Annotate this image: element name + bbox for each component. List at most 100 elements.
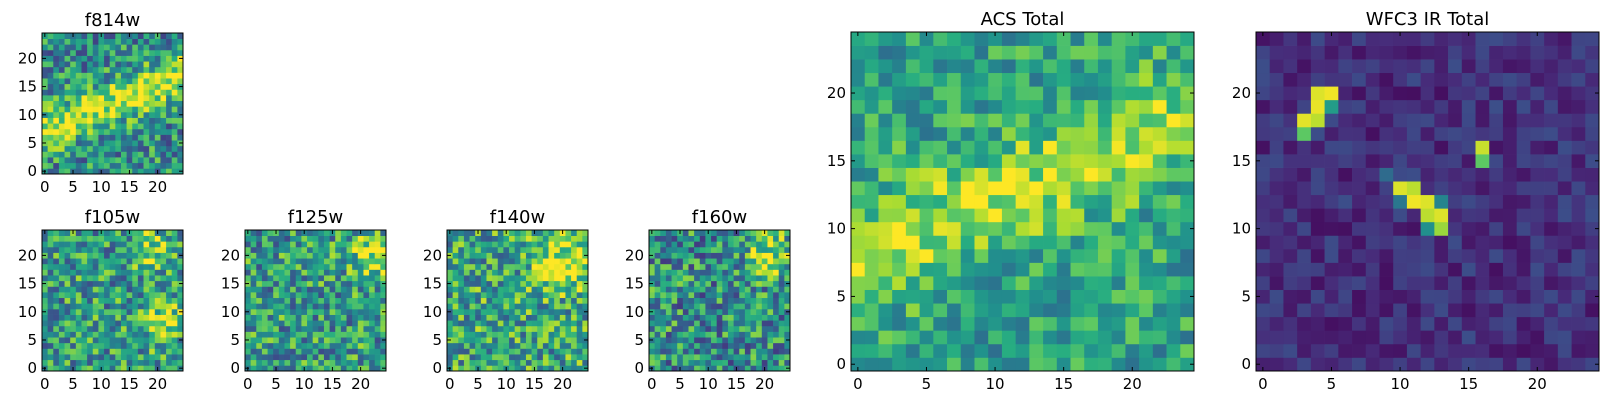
heatmap-cell xyxy=(64,230,71,236)
heatmap-cell xyxy=(98,337,105,344)
heatmap-cell xyxy=(960,316,975,331)
heatmap-cell xyxy=(542,308,549,315)
panel-title: f140w xyxy=(490,207,545,228)
heatmap-cell xyxy=(132,140,139,147)
heatmap-cell xyxy=(565,235,572,242)
heatmap-cell xyxy=(154,235,161,242)
heatmap-cell xyxy=(318,269,325,276)
heatmap-cell xyxy=(160,269,167,276)
heatmap-cell xyxy=(290,354,297,361)
heatmap-cell xyxy=(137,297,144,304)
heatmap-cell xyxy=(1420,59,1435,74)
heatmap-cell xyxy=(1084,303,1099,318)
heatmap-cell xyxy=(864,45,879,60)
heatmap-cell xyxy=(475,348,482,355)
heatmap-cell xyxy=(756,303,763,310)
heatmap-cell xyxy=(301,280,308,287)
heatmap-cell xyxy=(137,325,144,332)
heatmap-cell xyxy=(363,331,370,338)
heatmap-cell xyxy=(756,297,763,304)
heatmap-cell xyxy=(75,78,82,85)
heatmap-cell xyxy=(905,167,920,182)
heatmap-cell xyxy=(267,269,274,276)
heatmap-cell xyxy=(126,38,133,45)
heatmap-cell xyxy=(1406,343,1421,358)
heatmap-cell xyxy=(497,235,504,242)
heatmap-cell xyxy=(722,308,729,315)
heatmap-cell xyxy=(307,331,314,338)
heatmap-cell xyxy=(514,246,521,253)
heatmap-cell xyxy=(711,280,718,287)
y-tick-label: 10 xyxy=(423,303,442,321)
heatmap-cell xyxy=(53,168,60,175)
heatmap-cell xyxy=(447,297,453,304)
x-tick-label: 10 xyxy=(295,375,314,393)
heatmap-cell xyxy=(688,269,695,276)
heatmap-cell xyxy=(87,359,94,366)
heatmap-cell xyxy=(1001,221,1016,236)
heatmap-cell xyxy=(290,263,297,270)
heatmap-cell xyxy=(160,348,167,355)
heatmap-cell xyxy=(514,263,521,270)
heatmap-cell xyxy=(497,331,504,338)
heatmap-cell xyxy=(960,154,975,168)
heatmap-cell xyxy=(492,280,499,287)
heatmap-cell xyxy=(1125,357,1140,372)
heatmap-cell xyxy=(42,128,48,135)
heatmap-cell xyxy=(132,325,139,332)
heatmap-cell xyxy=(42,246,48,253)
heatmap-cell xyxy=(1489,86,1504,101)
heatmap-cell xyxy=(245,263,251,270)
heatmap-cell xyxy=(137,303,144,310)
heatmap-cell xyxy=(1406,181,1421,196)
heatmap-cell xyxy=(554,269,561,276)
heatmap-cell xyxy=(750,252,757,259)
heatmap-cell xyxy=(92,320,99,327)
heatmap-cell xyxy=(284,325,291,332)
heatmap-cell xyxy=(452,252,459,259)
heatmap-cell xyxy=(727,286,734,293)
heatmap-cell xyxy=(323,292,330,299)
heatmap-cell xyxy=(81,49,88,56)
heatmap-cell xyxy=(682,308,689,315)
heatmap-cell xyxy=(1516,235,1531,250)
heatmap-cell xyxy=(318,308,325,315)
heatmap-cell xyxy=(773,246,780,253)
heatmap-cell xyxy=(571,252,578,259)
heatmap-cell xyxy=(1056,262,1071,277)
heatmap-cell xyxy=(58,117,65,124)
heatmap-cell xyxy=(87,365,94,372)
heatmap-cell xyxy=(126,100,133,107)
heatmap-cell xyxy=(1571,194,1586,209)
heatmap-cell xyxy=(1070,330,1085,345)
heatmap-cell xyxy=(98,95,105,102)
heatmap-cell xyxy=(53,89,60,96)
heatmap-cell xyxy=(261,252,268,259)
heatmap-cell xyxy=(756,269,763,276)
heatmap-cell xyxy=(75,292,82,299)
heatmap-cell xyxy=(132,33,139,39)
heatmap-cell xyxy=(137,61,144,68)
heatmap-cell xyxy=(307,348,314,355)
heatmap-cell xyxy=(81,134,88,141)
heatmap-cell xyxy=(160,140,167,147)
heatmap-cell xyxy=(492,286,499,293)
heatmap-cell xyxy=(919,86,934,101)
heatmap-cell xyxy=(47,111,54,118)
heatmap-cell xyxy=(878,303,893,318)
heatmap-cell xyxy=(154,275,161,282)
heatmap-cell xyxy=(352,354,359,361)
heatmap-cell xyxy=(864,208,879,223)
heatmap-cell xyxy=(665,359,672,366)
heatmap-cell xyxy=(58,269,65,276)
heatmap-cell xyxy=(1530,99,1545,114)
heatmap-cell xyxy=(1352,32,1367,46)
heatmap-cell xyxy=(1585,86,1600,101)
heatmap-cell xyxy=(132,258,139,265)
heatmap-cell xyxy=(64,246,71,253)
heatmap-cell xyxy=(1475,113,1490,128)
heatmap-cell xyxy=(115,320,122,327)
heatmap-cell xyxy=(171,241,178,248)
heatmap-cell xyxy=(463,269,470,276)
heatmap-cell xyxy=(851,194,866,209)
